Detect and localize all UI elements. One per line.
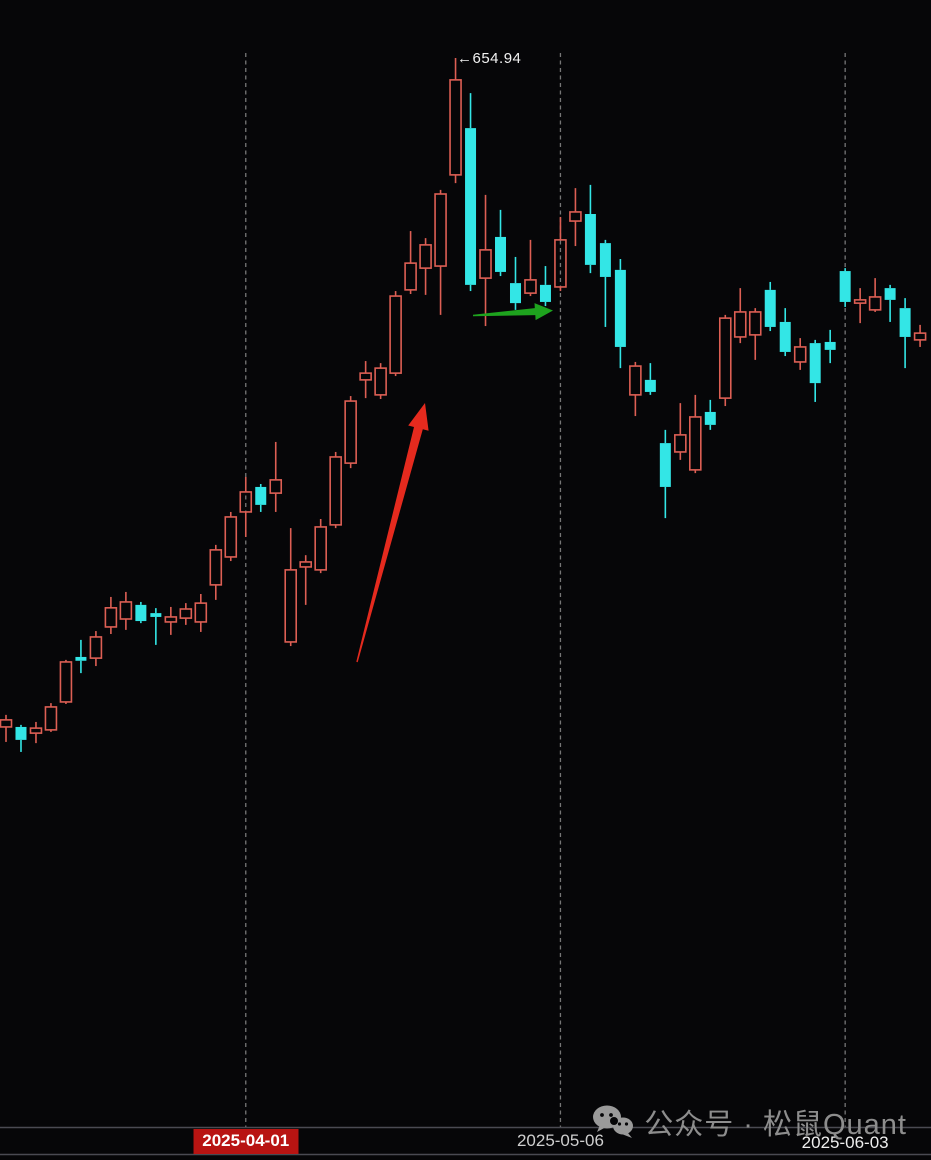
candle-up [344, 400, 357, 464]
candle-up [0, 719, 13, 728]
candle-down [465, 128, 477, 285]
candle-up [89, 636, 103, 659]
candle-down [614, 269, 626, 347]
candle-up [359, 372, 372, 381]
candle-down [584, 214, 596, 265]
candle-up [269, 479, 283, 494]
candle-down [809, 343, 821, 384]
x-axis-label-2025-05-06: 2025-05-06 [516, 1131, 604, 1150]
candle-up [119, 601, 133, 620]
candle-up [389, 295, 402, 374]
candle-down [659, 443, 671, 487]
candle-down [75, 656, 87, 661]
candle-up [674, 434, 687, 453]
candle-down [495, 236, 507, 272]
x-axis-label-2025-06-03: 2025-06-03 [801, 1133, 889, 1152]
candle-up [868, 296, 882, 311]
candle-down [704, 411, 716, 425]
candle-up [59, 661, 73, 703]
candle-up [194, 602, 208, 623]
candle-down [135, 604, 147, 622]
green-right-arrow-annotation [473, 303, 553, 321]
candle-up [748, 311, 762, 336]
candle-up [284, 569, 298, 643]
candle-up [239, 491, 253, 513]
candle-up [689, 416, 702, 471]
candle-up [404, 262, 417, 291]
candle-up [793, 346, 807, 363]
red-up-arrow-annotation [356, 403, 429, 663]
candle-down [509, 283, 521, 304]
candle-up [913, 332, 927, 341]
candle-down [839, 271, 851, 302]
candle-up [733, 311, 747, 338]
candle-down [150, 613, 162, 617]
candle-down [15, 726, 27, 740]
candle-down [539, 284, 551, 302]
wechat-icon [593, 1105, 634, 1138]
candle-up [224, 516, 238, 558]
candle-up [374, 367, 387, 396]
watermark: 公众号 · 松鼠Quant [592, 1102, 907, 1142]
x-axis-label-2025-04-01: 2025-04-01 [193, 1129, 299, 1154]
candle-down [599, 243, 611, 277]
candle-up [104, 607, 118, 628]
candle-down [899, 308, 911, 337]
candle-up [44, 706, 58, 731]
candle-up [29, 727, 43, 734]
peak-price-label: ←654.94 [457, 50, 522, 67]
candle-up [718, 317, 732, 399]
candle-up [434, 193, 447, 267]
candle-down [255, 486, 267, 505]
candle-down [644, 379, 656, 392]
candle-down [824, 341, 836, 350]
candle-up [569, 211, 582, 222]
candle-up [329, 456, 342, 526]
watermark-text: 公众号 · 松鼠Quant [644, 1109, 907, 1141]
candle-up [314, 526, 327, 571]
candle-down [884, 288, 896, 300]
candle-up [179, 608, 193, 619]
candle-up [209, 549, 223, 586]
candle-up [299, 561, 313, 568]
candle-up [449, 79, 462, 176]
candle-up [524, 279, 537, 294]
candle-up [419, 244, 432, 269]
candle-up [554, 239, 567, 288]
candle-down [779, 321, 791, 352]
candle-up [629, 365, 642, 396]
candle-up [164, 616, 178, 623]
candle-up [479, 249, 492, 279]
candle-up [853, 299, 867, 304]
candle-down [764, 289, 776, 327]
